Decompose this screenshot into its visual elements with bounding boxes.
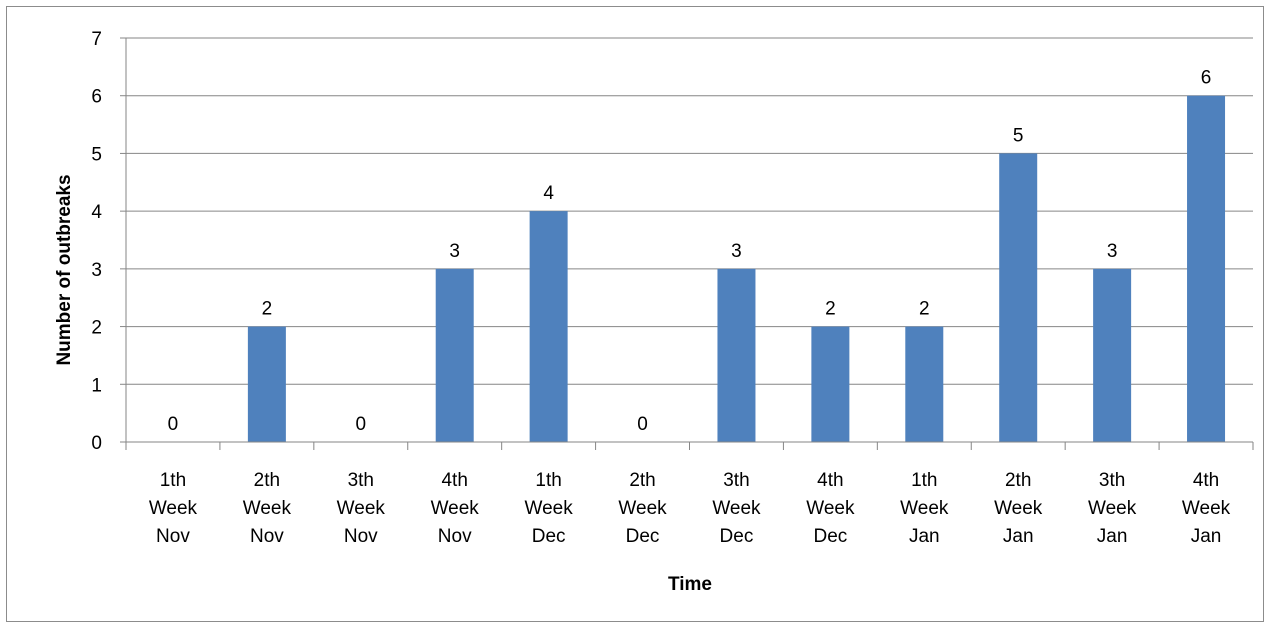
x-tick-label-line: Dec [532, 526, 566, 547]
data-label: 4 [543, 183, 554, 204]
x-tick-label: 4th Week Nov [431, 470, 480, 547]
x-tick-label-line: Week [900, 498, 949, 519]
x-tick-label-line: Jan [1003, 526, 1034, 547]
x-tick-label-line: Jan [1097, 526, 1128, 547]
data-label: 5 [1013, 125, 1024, 146]
axes [120, 37, 1254, 450]
bar-7 [717, 268, 756, 442]
data-label: 3 [449, 241, 460, 262]
x-tick-label-line: Dec [626, 526, 660, 547]
bar-10 [999, 153, 1038, 442]
x-tick-label-line: 4th [1193, 470, 1219, 491]
data-label: 0 [356, 414, 367, 435]
x-tick-label: 3th Week Jan [1088, 470, 1137, 547]
x-tick-label-line: Week [431, 498, 480, 519]
data-label: 3 [731, 241, 742, 262]
x-tick-label-line: 4th [441, 470, 467, 491]
bars [247, 95, 1226, 442]
y-tick-label: 3 [91, 260, 102, 281]
x-tick-label-line: Nov [250, 526, 284, 547]
x-tick-label-line: Week [806, 498, 855, 519]
x-axis-title: Time [668, 574, 712, 595]
x-tick-label: 1th Week Dec [525, 470, 574, 547]
data-label: 2 [825, 299, 836, 320]
x-tick-label-line: Week [712, 498, 761, 519]
x-tick-label: 1th Week Jan [900, 470, 949, 547]
x-tick-label-line: Nov [156, 526, 190, 547]
x-tick-label: 3th Week Dec [712, 470, 761, 547]
y-tick-label: 5 [91, 144, 102, 165]
x-tick-label-line: 2th [629, 470, 655, 491]
chart-frame [6, 6, 1264, 622]
y-tick-label: 6 [91, 87, 102, 108]
y-axis-title: Number of outbreaks [54, 174, 75, 365]
data-label: 6 [1201, 68, 1212, 89]
y-tick-label: 1 [91, 375, 102, 396]
x-tick-label-line: 2th [254, 470, 280, 491]
x-tick-label: 1th Week Nov [149, 470, 198, 547]
x-tick-label-line: Dec [720, 526, 754, 547]
y-tick-label: 2 [91, 318, 102, 339]
x-tick-label-line: 1th [911, 470, 937, 491]
x-tick-label-line: Nov [344, 526, 378, 547]
bar-4 [435, 268, 474, 442]
x-tick-label-line: Week [994, 498, 1043, 519]
x-tick-label-line: Week [243, 498, 292, 519]
data-label: 2 [262, 299, 273, 320]
data-label: 2 [919, 299, 930, 320]
x-tick-label-line: Dec [813, 526, 847, 547]
bar-11 [1093, 268, 1132, 442]
x-tick-label-line: 3th [1099, 470, 1125, 491]
data-label: 0 [637, 414, 648, 435]
x-tick-label-line: Week [1088, 498, 1137, 519]
x-tick-label-line: 4th [817, 470, 843, 491]
x-tick-label-line: Week [618, 498, 667, 519]
x-tick-label: 2th Week Jan [994, 470, 1043, 547]
x-tick-label-line: 3th [348, 470, 374, 491]
bar-2 [247, 326, 286, 442]
data-label: 3 [1107, 241, 1118, 262]
x-tick-label-line: Week [149, 498, 198, 519]
bar-8 [811, 326, 850, 442]
x-tick-label-line: Nov [438, 526, 472, 547]
x-tick-label-line: Week [337, 498, 386, 519]
y-tick-label: 0 [91, 433, 102, 454]
data-label: 0 [168, 414, 179, 435]
x-tick-label-line: Week [525, 498, 574, 519]
x-tick-label: 2th Week Dec [618, 470, 667, 547]
x-tick-label-line: 2th [1005, 470, 1031, 491]
bar-12 [1187, 95, 1226, 442]
x-tick-label-line: Week [1182, 498, 1231, 519]
y-tick-label: 4 [91, 202, 102, 223]
x-tick-label-line: 1th [160, 470, 186, 491]
x-tick-label: 2th Week Nov [243, 470, 292, 547]
x-tick-label-line: 1th [535, 470, 561, 491]
y-tick-label: 7 [91, 29, 102, 50]
x-tick-label: 3th Week Nov [337, 470, 386, 547]
data-labels: 0 2 0 3 4 0 3 2 2 5 3 6 [168, 68, 1212, 435]
x-tick-label-line: 3th [723, 470, 749, 491]
x-tick-label-line: Jan [909, 526, 940, 547]
bar-5 [529, 211, 568, 442]
x-tick-label: 4th Week Dec [806, 470, 855, 547]
x-tick-label: 4th Week Jan [1182, 470, 1231, 547]
bar-9 [905, 326, 944, 442]
gridlines [126, 37, 1253, 385]
x-tick-label-line: Jan [1191, 526, 1222, 547]
